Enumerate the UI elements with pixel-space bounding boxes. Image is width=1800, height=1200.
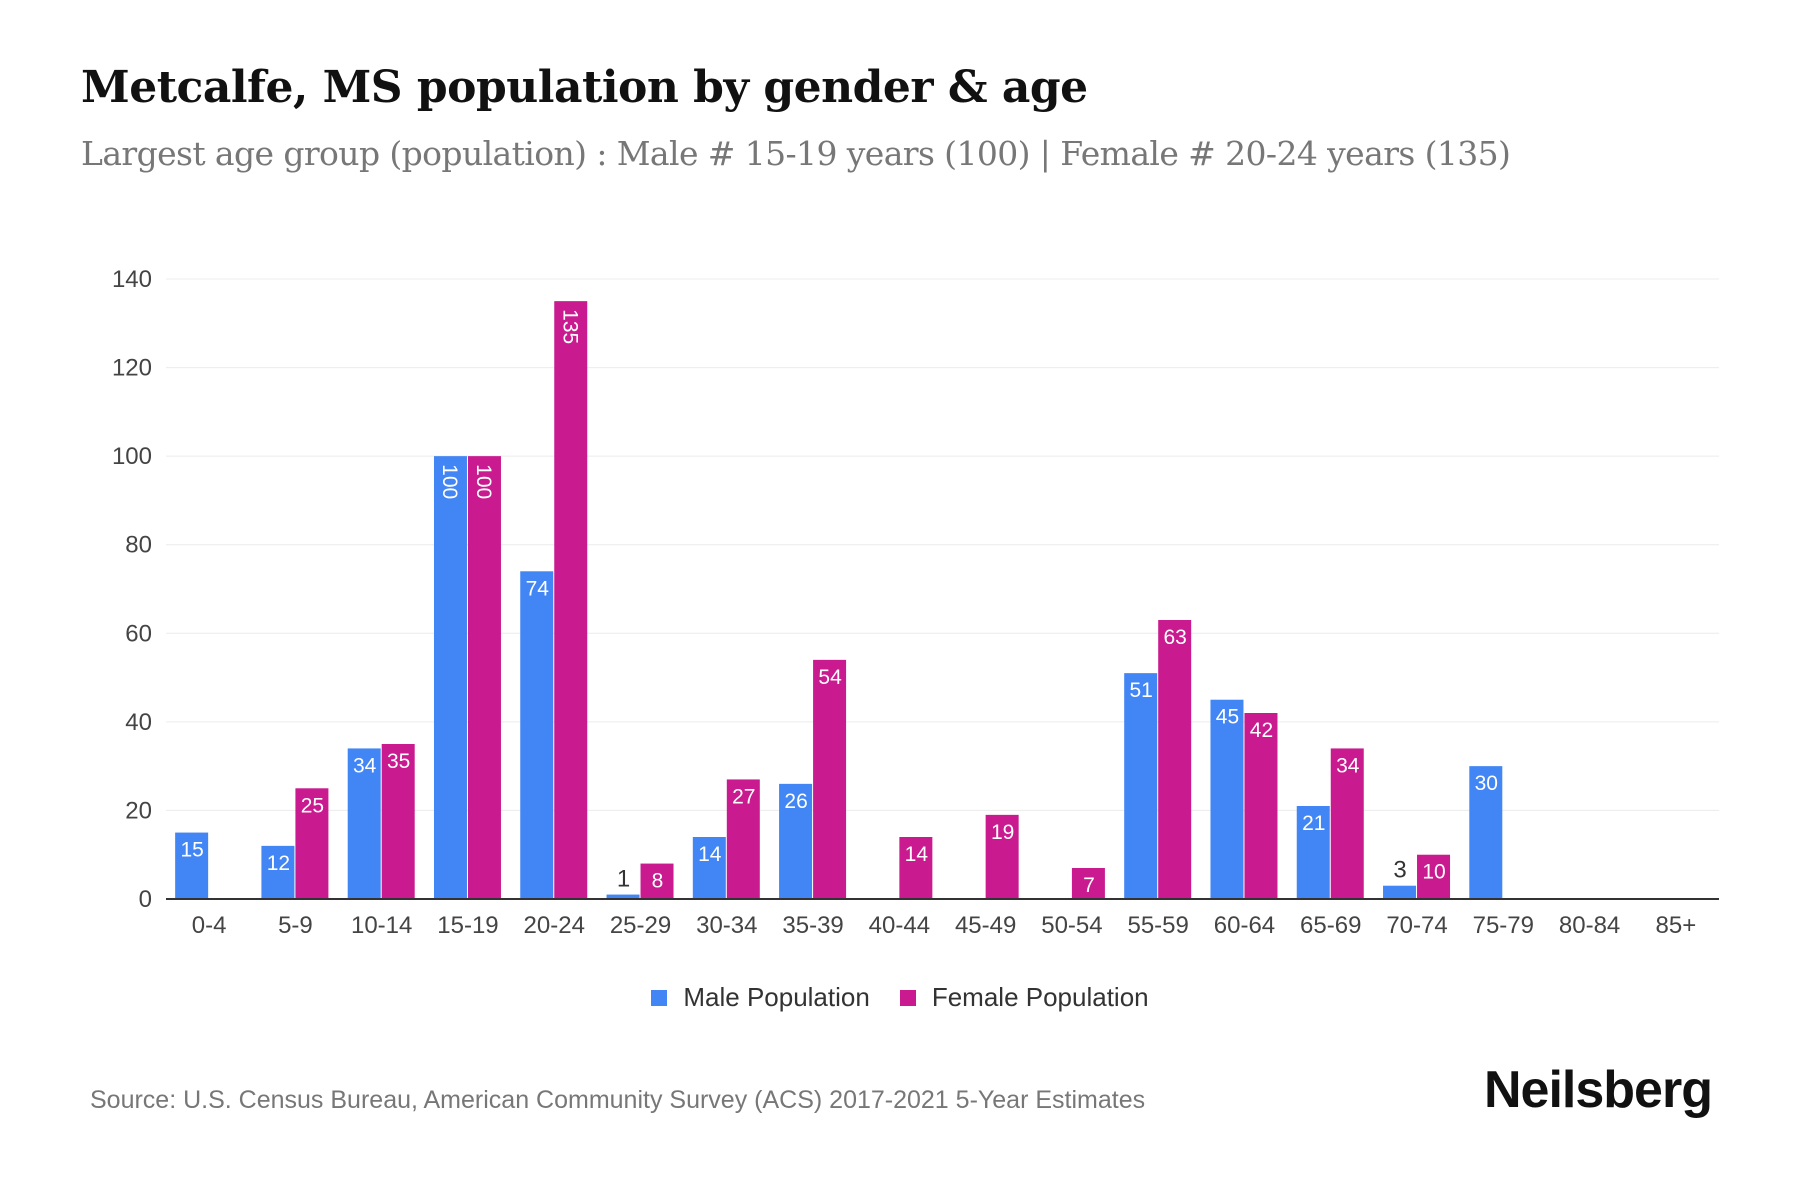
legend: Male Population Female Population bbox=[0, 982, 1800, 1013]
x-tick-label: 30-34 bbox=[696, 912, 757, 939]
x-tick-label: 20-24 bbox=[524, 912, 585, 939]
x-tick-label: 45-49 bbox=[955, 912, 1016, 939]
bar-female bbox=[1330, 748, 1364, 899]
data-label: 8 bbox=[652, 870, 664, 893]
data-label: 25 bbox=[301, 794, 324, 817]
x-tick-label: 65-69 bbox=[1300, 912, 1361, 939]
data-label: 63 bbox=[1164, 626, 1187, 649]
bar-male bbox=[1296, 806, 1330, 899]
data-label: 19 bbox=[991, 821, 1014, 844]
x-tick-label: 25-29 bbox=[610, 912, 671, 939]
bar-male bbox=[692, 837, 726, 899]
x-tick-label: 70-74 bbox=[1386, 912, 1447, 939]
bar-female bbox=[467, 456, 501, 899]
y-tick-label: 40 bbox=[125, 709, 152, 736]
bar-female bbox=[899, 837, 933, 899]
x-tick-label: 80-84 bbox=[1559, 912, 1620, 939]
legend-swatch-male bbox=[651, 989, 668, 1006]
data-label: 14 bbox=[698, 843, 722, 866]
data-label: 35 bbox=[387, 750, 410, 773]
bar-female bbox=[1071, 868, 1105, 899]
x-tick-label: 50-54 bbox=[1041, 912, 1102, 939]
bar-female bbox=[1244, 713, 1278, 899]
bar-female bbox=[554, 301, 588, 900]
bar-male bbox=[1469, 766, 1503, 899]
legend-label-female: Female Population bbox=[931, 982, 1149, 1012]
bar-female bbox=[1158, 620, 1192, 899]
data-label: 26 bbox=[784, 790, 807, 813]
x-tick-label: 85+ bbox=[1656, 912, 1697, 939]
bar-male bbox=[520, 571, 554, 899]
data-label: 45 bbox=[1216, 706, 1239, 729]
data-label: 135 bbox=[558, 309, 581, 344]
data-label: 42 bbox=[1250, 719, 1273, 742]
y-tick-label: 80 bbox=[125, 532, 152, 559]
data-label: 100 bbox=[438, 464, 461, 499]
bar-female bbox=[985, 814, 1019, 899]
bar-male bbox=[779, 783, 813, 899]
data-label: 51 bbox=[1130, 679, 1153, 702]
y-tick-label: 140 bbox=[112, 266, 152, 293]
data-label: 12 bbox=[267, 852, 290, 875]
data-label: 27 bbox=[732, 785, 755, 808]
chart-subtitle: Largest age group (population) : Male # … bbox=[81, 134, 1511, 173]
x-tick-label: 0-4 bbox=[192, 912, 227, 939]
bar-female bbox=[640, 863, 674, 899]
x-tick-label: 35-39 bbox=[782, 912, 843, 939]
x-tick-label: 75-79 bbox=[1473, 912, 1534, 939]
bar-male bbox=[1124, 673, 1158, 899]
bar-male bbox=[347, 748, 381, 899]
chart-title: Metcalfe, MS population by gender & age bbox=[81, 62, 1088, 113]
bar-male bbox=[1210, 699, 1244, 899]
bar-female bbox=[726, 779, 760, 899]
legend-item-female: Female Population bbox=[899, 982, 1149, 1013]
y-tick-label: 0 bbox=[139, 886, 152, 913]
x-tick-label: 5-9 bbox=[278, 912, 313, 939]
bar-male bbox=[261, 845, 295, 899]
data-label: 14 bbox=[905, 843, 929, 866]
bar-female bbox=[813, 659, 847, 899]
data-label: 54 bbox=[818, 666, 842, 689]
bar-male bbox=[606, 894, 640, 899]
legend-item-male: Male Population bbox=[651, 982, 870, 1013]
data-label: 74 bbox=[526, 577, 550, 600]
data-label: 7 bbox=[1083, 874, 1095, 897]
bar-female bbox=[381, 744, 415, 899]
x-tick-label: 40-44 bbox=[869, 912, 930, 939]
data-label: 1 bbox=[617, 866, 630, 893]
bar-male bbox=[433, 456, 467, 899]
x-tick-label: 15-19 bbox=[437, 912, 498, 939]
x-tick-label: 60-64 bbox=[1214, 912, 1275, 939]
source-note: Source: U.S. Census Bureau, American Com… bbox=[90, 1086, 1146, 1114]
data-label: 34 bbox=[353, 754, 377, 777]
y-tick-label: 120 bbox=[112, 355, 152, 382]
data-label: 34 bbox=[1336, 754, 1360, 777]
bar-male bbox=[1383, 885, 1417, 899]
data-label: 10 bbox=[1422, 861, 1445, 884]
legend-label-male: Male Population bbox=[683, 982, 870, 1012]
legend-swatch-female bbox=[899, 989, 916, 1006]
data-label: 3 bbox=[1393, 857, 1406, 884]
y-tick-label: 60 bbox=[125, 620, 152, 647]
data-label: 30 bbox=[1475, 772, 1498, 795]
data-label: 21 bbox=[1302, 812, 1325, 835]
bar-male bbox=[175, 832, 209, 899]
data-label: 100 bbox=[472, 464, 495, 499]
x-tick-label: 55-59 bbox=[1127, 912, 1188, 939]
y-tick-label: 20 bbox=[125, 797, 152, 824]
y-tick-label: 100 bbox=[112, 443, 152, 470]
data-label: 15 bbox=[180, 839, 203, 862]
bar-female bbox=[295, 788, 329, 899]
neilsberg-logo: Neilsberg bbox=[1484, 1061, 1713, 1119]
bar-female bbox=[1417, 854, 1451, 899]
x-tick-label: 10-14 bbox=[351, 912, 412, 939]
